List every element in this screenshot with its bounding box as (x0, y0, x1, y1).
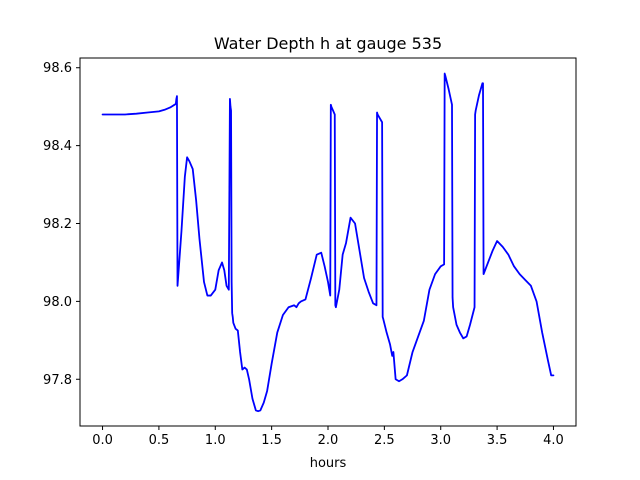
y-tick-label: 98.2 (43, 217, 72, 232)
y-tick-label: 98.6 (43, 61, 72, 76)
x-tick-label: 1.5 (261, 433, 282, 448)
x-tick-label: 2.5 (374, 433, 395, 448)
x-tick-label: 0.0 (92, 433, 113, 448)
y-tick-label: 98.4 (43, 139, 72, 154)
y-tick-label: 98.0 (43, 295, 72, 310)
x-tick-label: 3.0 (430, 433, 451, 448)
series-line-0 (101, 72, 555, 413)
x-axis-label: hours (310, 456, 347, 471)
y-tick-label: 97.8 (43, 373, 72, 388)
x-tick-label: 4.0 (543, 433, 564, 448)
x-tick-label: 0.5 (149, 433, 170, 448)
chart-title: Water Depth h at gauge 535 (214, 34, 442, 53)
x-tick-label: 2.0 (318, 433, 339, 448)
x-tick-label: 3.5 (487, 433, 508, 448)
plot-area: 0.0 0.5 1.0 1.5 2.0 2.5 3.0 3.5 4.0 97.8 98.0 98.2 9… (43, 57, 577, 448)
x-tick-label: 1.0 (205, 433, 226, 448)
